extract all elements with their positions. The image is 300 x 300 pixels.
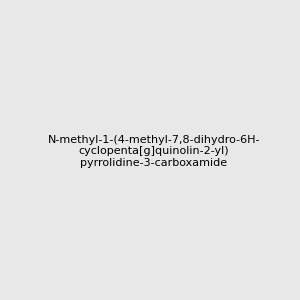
Text: N-methyl-1-(4-methyl-7,8-dihydro-6H-
cyclopenta[g]quinolin-2-yl)
pyrrolidine-3-c: N-methyl-1-(4-methyl-7,8-dihydro-6H- cyc… xyxy=(47,135,260,168)
